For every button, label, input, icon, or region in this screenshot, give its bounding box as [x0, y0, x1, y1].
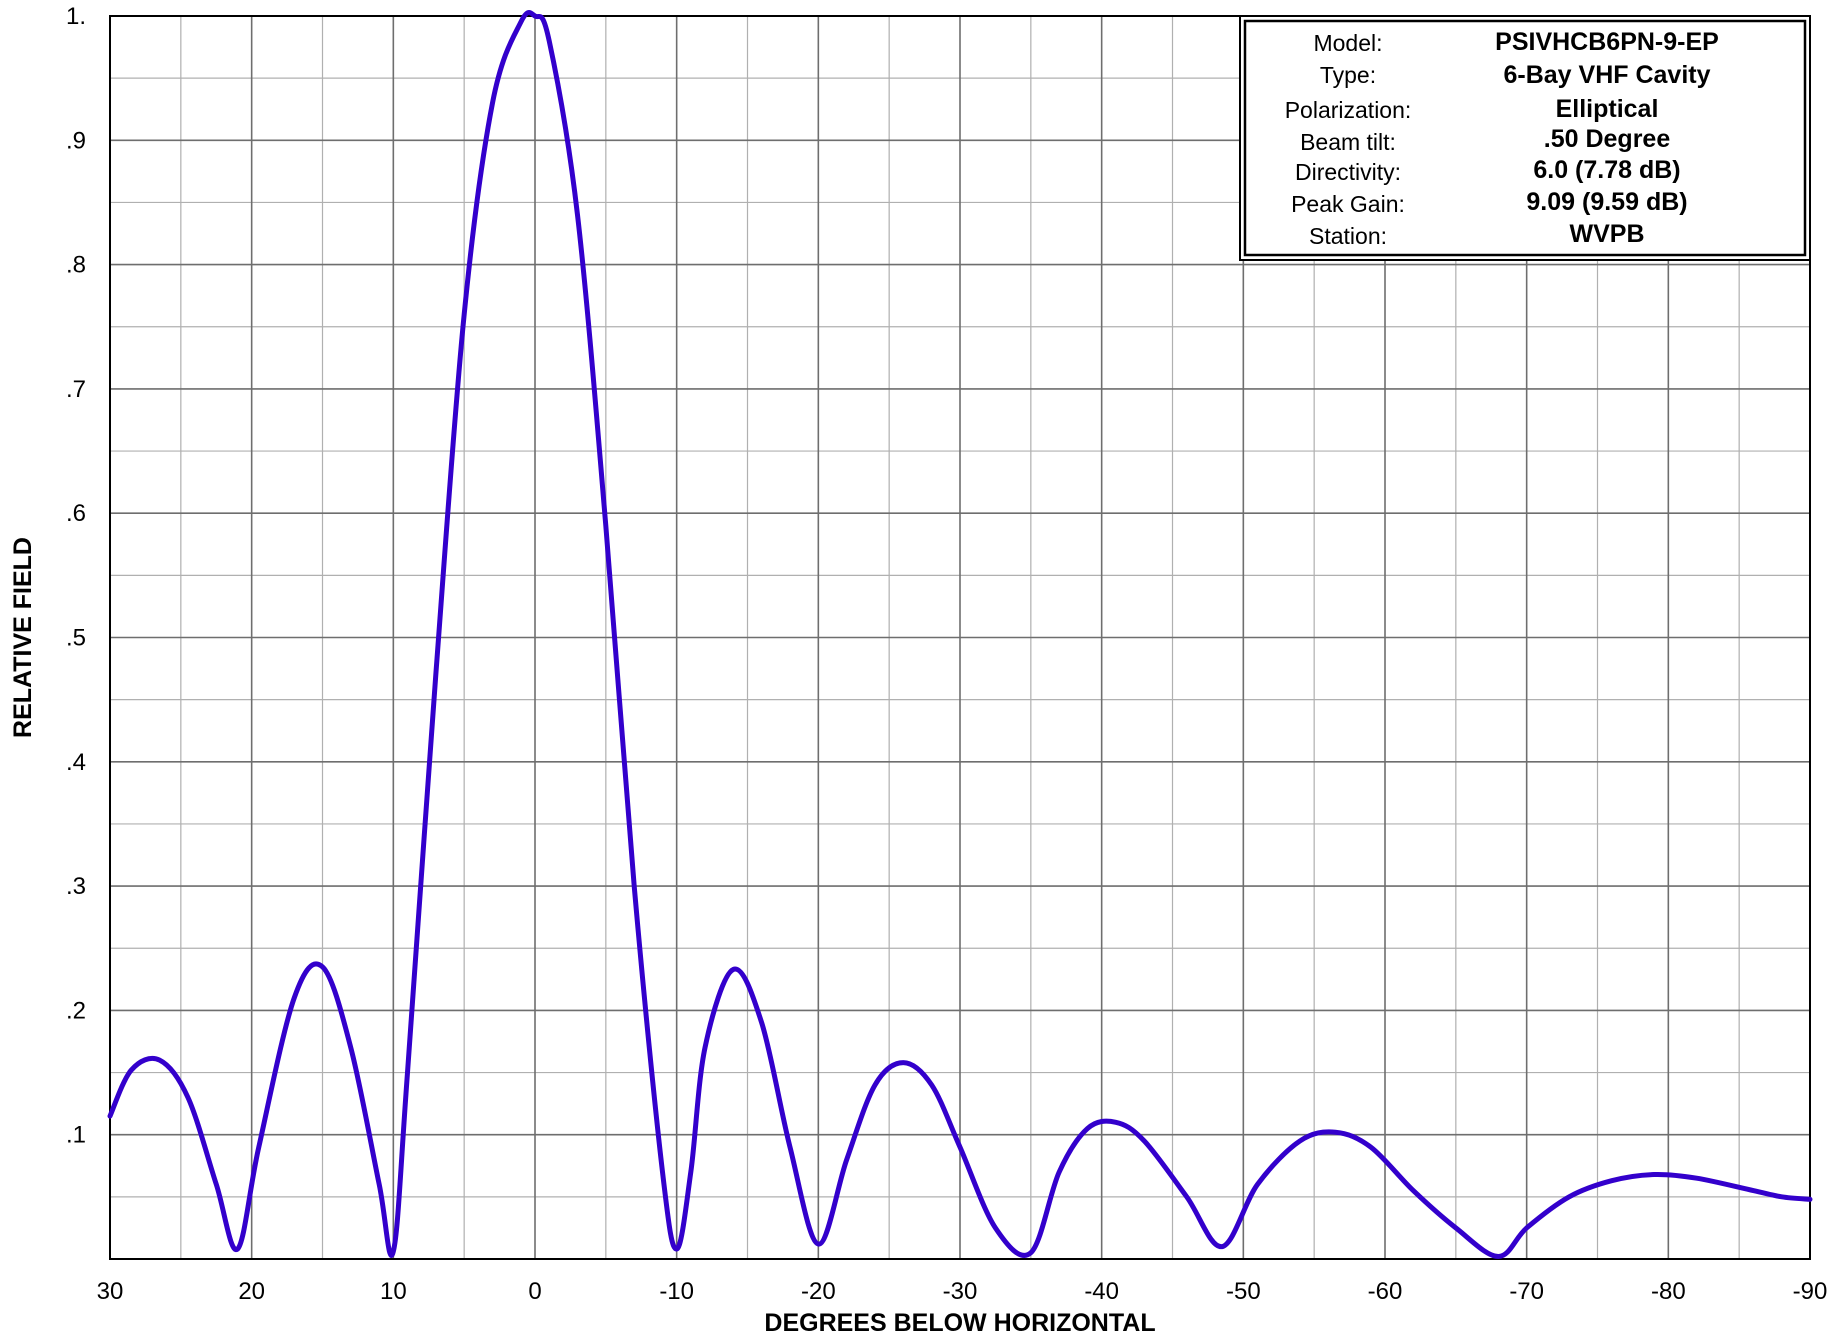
info-row-value: PSIVHCB6PN-9-EP	[1495, 28, 1719, 56]
y-tick-label: .6	[66, 500, 86, 527]
series-group	[107, 10, 1813, 1259]
info-row-label: Directivity:	[1295, 159, 1401, 185]
y-tick-label: .2	[66, 997, 86, 1024]
info-row-label: Station:	[1309, 223, 1387, 249]
info-row-value: 6-Bay VHF Cavity	[1503, 61, 1710, 89]
x-axis-ticks: 30 20 10 0 -10 -20 -30 -40 -50 -60 -70 -80 -90	[97, 1278, 1828, 1305]
info-row-value: WVPB	[1570, 220, 1645, 248]
info-row-label: Peak Gain:	[1291, 191, 1405, 217]
x-tick-label: -10	[659, 1278, 694, 1305]
info-row-label: Type:	[1320, 62, 1376, 88]
info-row-value: Elliptical	[1556, 95, 1659, 123]
x-tick-label: -20	[801, 1278, 836, 1305]
y-tick-label: 1.	[66, 3, 86, 30]
y-axis-ticks: .1 .2 .3 .4 .5 .6 .7 .8 .9 1.	[66, 3, 86, 1149]
y-tick-label: .1	[66, 1122, 86, 1149]
y-tick-label: .5	[66, 625, 86, 652]
y-tick-label: .8	[66, 252, 86, 279]
info-row-label: Beam tilt:	[1300, 129, 1396, 155]
x-tick-label: 10	[380, 1278, 407, 1305]
info-box: Model: PSIVHCB6PN-9-EP Type: 6-Bay VHF Cavi…	[1239, 15, 1811, 261]
x-tick-label: -60	[1368, 1278, 1403, 1305]
x-tick-label: 20	[238, 1278, 265, 1305]
y-tick-label: .4	[66, 749, 86, 776]
info-row-label: Polarization:	[1285, 97, 1412, 123]
info-row-value: .50 Degree	[1544, 125, 1671, 153]
y-tick-label: .9	[66, 127, 86, 154]
info-row-value: 9.09 (9.59 dB)	[1526, 188, 1687, 216]
x-tick-label: 30	[97, 1278, 124, 1305]
x-tick-label: 0	[528, 1278, 541, 1305]
y-tick-label: .3	[66, 873, 86, 900]
info-row-label: Model:	[1313, 30, 1382, 56]
info-row-value: 6.0 (7.78 dB)	[1533, 156, 1680, 184]
x-tick-label: -30	[943, 1278, 978, 1305]
x-tick-label: -40	[1084, 1278, 1119, 1305]
x-axis-label: DEGREES BELOW HORIZONTAL	[764, 1309, 1155, 1334]
x-tick-label: -90	[1793, 1278, 1828, 1305]
x-tick-label: -50	[1226, 1278, 1261, 1305]
y-tick-label: .7	[66, 376, 86, 403]
x-tick-label: -70	[1509, 1278, 1544, 1305]
y-axis-label: RELATIVE FIELD	[9, 537, 37, 738]
info-box-inner-border	[1243, 19, 1807, 257]
plot-frame	[109, 15, 1811, 1260]
info-box-outer-border	[1239, 15, 1811, 261]
series-line	[107, 10, 1813, 1259]
x-tick-label: -80	[1651, 1278, 1686, 1305]
